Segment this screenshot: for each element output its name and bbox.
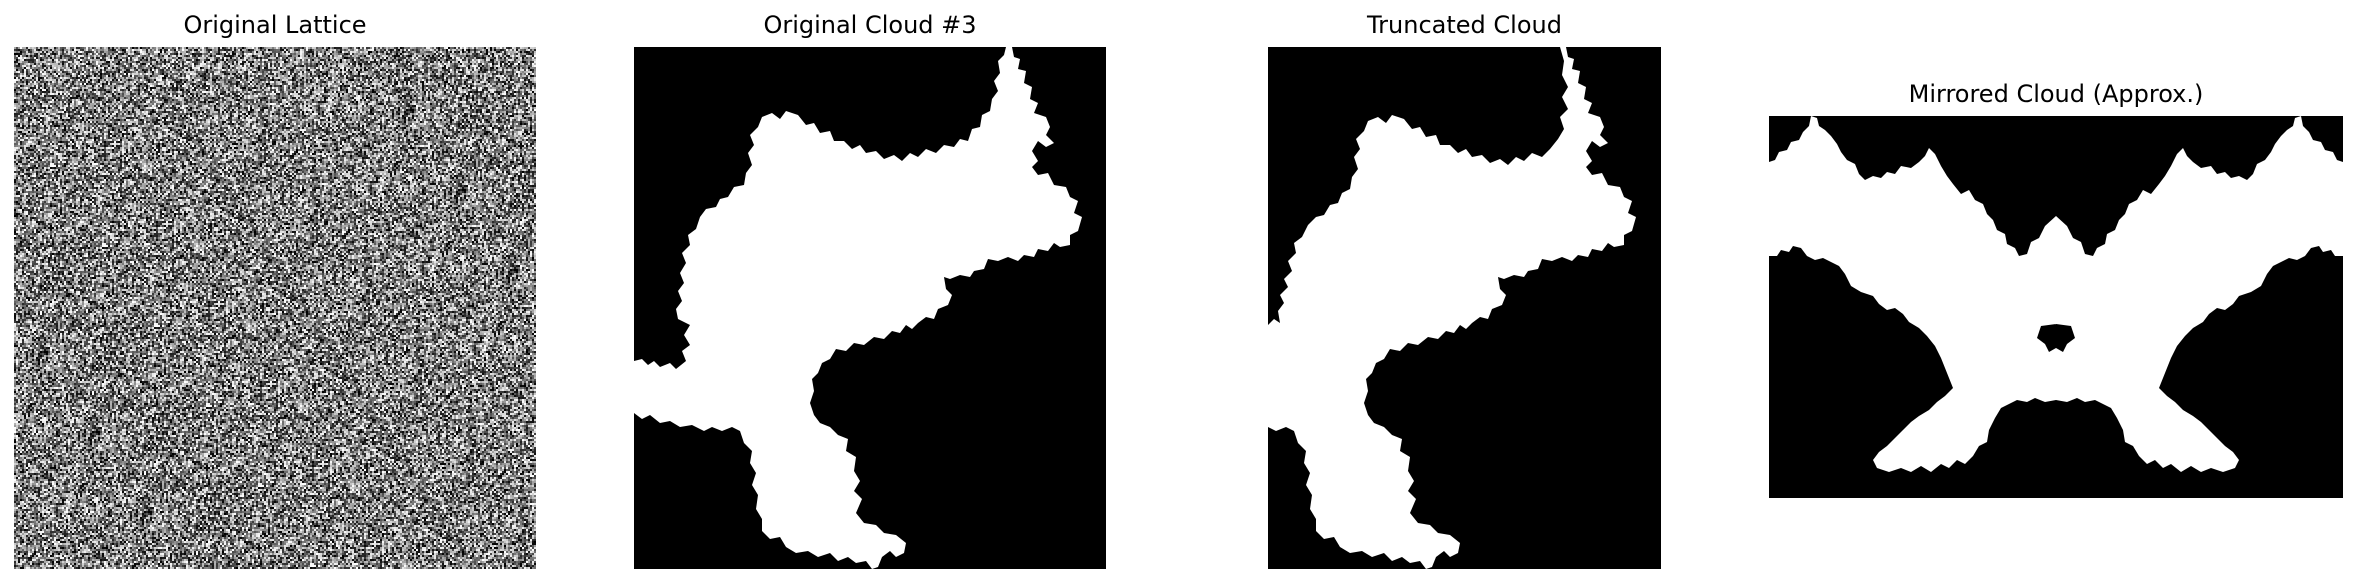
- original-lattice-image: [14, 47, 536, 569]
- cloud-shape: [1268, 47, 1636, 569]
- original-cloud-image: [634, 47, 1106, 569]
- panel-title-original-lattice: Original Lattice: [183, 11, 367, 39]
- cloud-shape-left-half: [1769, 116, 2056, 472]
- truncated-cloud-image: [1268, 47, 1661, 569]
- panel-title-truncated-cloud: Truncated Cloud: [1367, 11, 1562, 39]
- noise-lattice-canvas: [14, 47, 536, 569]
- panel-title-original-cloud: Original Cloud #3: [763, 11, 977, 39]
- panel-title-mirrored-cloud: Mirrored Cloud (Approx.): [1908, 80, 2204, 108]
- cloud-shape: [634, 47, 1082, 569]
- mirrored-cloud-svg: [1769, 116, 2343, 498]
- original-cloud-svg: [634, 47, 1106, 569]
- truncated-cloud-svg: [1268, 47, 1661, 569]
- mirrored-cloud-image: [1769, 116, 2343, 498]
